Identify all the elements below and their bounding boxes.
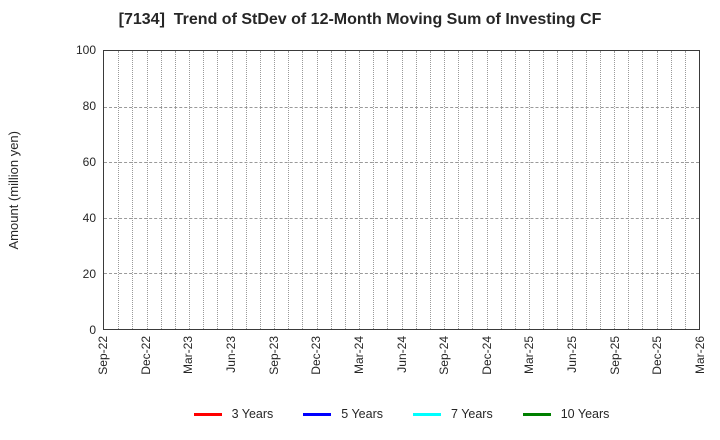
gridline-vertical (387, 51, 389, 329)
gridline-vertical (146, 51, 148, 329)
x-tick-label: Mar-24 (351, 336, 366, 375)
gridline-horizontal (104, 106, 699, 108)
gridline-vertical (189, 51, 190, 329)
gridline-vertical (444, 51, 445, 329)
x-tick-label: Sep-23 (266, 336, 281, 375)
gridline-vertical (415, 51, 417, 329)
gridline-vertical (132, 51, 134, 329)
x-tick-label: Mar-26 (693, 336, 707, 375)
y-tick-labels: 0 20 40 60 80 100 (0, 43, 96, 337)
x-tick-label: Dec-24 (479, 336, 494, 375)
gridline-vertical (614, 51, 615, 329)
gridline-vertical (274, 51, 275, 329)
gridline-vertical (316, 51, 318, 329)
gridline-vertical (330, 51, 332, 329)
legend-item: 7 Years (413, 407, 493, 421)
legend-item-label: 5 Years (341, 407, 384, 421)
legend-item-label: 10 Years (560, 407, 610, 421)
x-tick-label: Sep-22 (96, 336, 110, 375)
gridline-vertical (557, 51, 559, 329)
x-tick-label: Sep-25 (607, 336, 622, 375)
x-tick-label: Mar-23 (181, 336, 196, 375)
gridline-vertical (259, 51, 261, 329)
gridline-vertical (486, 51, 488, 329)
y-tick-label: 0 (89, 323, 96, 337)
gridline-vertical (529, 51, 530, 329)
gridline-vertical (174, 51, 176, 329)
legend-line-swatch (413, 412, 442, 416)
y-tick-label: 100 (75, 43, 96, 57)
gridline-vertical (628, 51, 630, 329)
legend-item-label: 7 Years (451, 407, 493, 421)
x-tick-label: Dec-23 (309, 336, 324, 375)
gridline-vertical (599, 51, 601, 329)
y-tick-label: 80 (82, 99, 96, 113)
plot-area (103, 50, 700, 330)
legend-line-swatch (522, 412, 551, 416)
gridline-vertical (500, 51, 502, 329)
gridline-vertical (656, 51, 658, 329)
y-tick-label: 40 (82, 211, 96, 225)
gridline-vertical (203, 51, 205, 329)
y-tick-label: 20 (82, 267, 96, 281)
x-tick-labels: Sep-22 Dec-22 Mar-23 Jun-23 Sep-23 Dec-23 Mar-… (96, 336, 707, 400)
x-tick-label: Mar-25 (522, 336, 537, 375)
gridline-vertical (288, 51, 290, 329)
gridline-vertical (231, 51, 233, 329)
x-tick-label: Dec-22 (138, 336, 153, 375)
x-tick-label: Dec-25 (650, 336, 665, 375)
gridline-vertical (302, 51, 304, 329)
gridline-vertical (642, 51, 644, 329)
legend-item: 10 Years (522, 407, 610, 421)
y-tick-label: 60 (82, 155, 96, 169)
gridline-vertical (401, 51, 403, 329)
chart-title: [7134] Trend of StDev of 12-Month Moving… (118, 11, 602, 28)
x-tick-label: Jun-24 (394, 336, 409, 373)
gridline-vertical (472, 51, 474, 329)
x-tick-label: Sep-24 (437, 336, 452, 375)
gridline-vertical (118, 51, 120, 329)
gridline-vertical (684, 51, 686, 329)
gridline-vertical (571, 51, 573, 329)
x-tick-label: Jun-25 (565, 336, 580, 373)
gridline-vertical (373, 51, 375, 329)
gridline-horizontal (104, 217, 699, 219)
gridline-vertical (543, 51, 545, 329)
legend-item-label: 3 Years (231, 407, 274, 421)
legend-item: 5 Years (303, 407, 383, 421)
gridline-vertical (514, 51, 516, 329)
gridline-vertical (344, 51, 346, 329)
legend-line-swatch (193, 412, 222, 416)
gridline-vertical (458, 51, 460, 329)
legend-line-swatch (303, 412, 332, 416)
gridline-vertical (670, 51, 672, 329)
gridline-horizontal (104, 273, 699, 275)
gridline-vertical (217, 51, 219, 329)
gridline-vertical (585, 51, 587, 329)
gridline-vertical (359, 51, 360, 329)
gridline-vertical (245, 51, 247, 329)
gridline-vertical (429, 51, 431, 329)
x-tick-label: Jun-23 (223, 336, 238, 373)
legend: 3 Years 5 Years 7 Years 10 Years (103, 403, 700, 425)
gridline-horizontal (104, 162, 699, 164)
legend-item: 3 Years (193, 407, 274, 421)
gridline-vertical (160, 51, 162, 329)
